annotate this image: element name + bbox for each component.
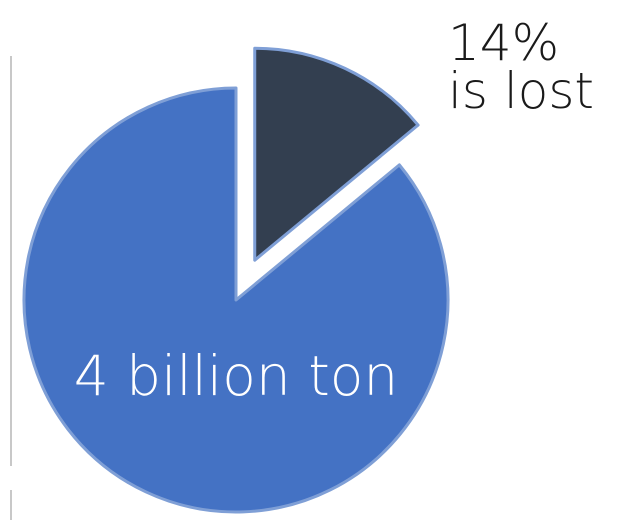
- bottom-edge-fragment: [10, 490, 12, 520]
- pie-slices: [22, 46, 450, 514]
- left-edge-line: [10, 56, 12, 466]
- pie-label-lost: 14% is lost: [448, 14, 594, 120]
- pie-label-remaining: 4 billion ton: [74, 344, 399, 408]
- pie-slice-lost: [253, 46, 420, 262]
- pie-slice-remaining: [22, 86, 450, 514]
- pie-labels: 14% is lost 4 billion ton: [74, 14, 594, 408]
- pie-label-line: 14%: [448, 14, 559, 72]
- pie-label-line: 4 billion ton: [74, 344, 399, 408]
- pie-label-line: is lost: [448, 62, 594, 120]
